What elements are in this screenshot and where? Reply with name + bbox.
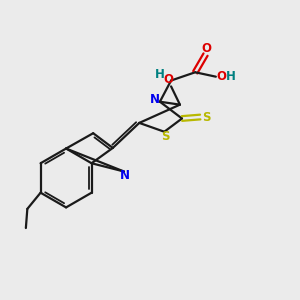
Text: H: H [155,68,165,80]
Text: H: H [226,70,236,83]
Text: N: N [150,93,160,106]
Text: S: S [202,110,210,124]
Text: O: O [164,74,174,86]
Text: N: N [120,169,130,182]
Text: S: S [161,130,170,143]
Text: O: O [201,42,211,55]
Text: O: O [217,70,227,83]
